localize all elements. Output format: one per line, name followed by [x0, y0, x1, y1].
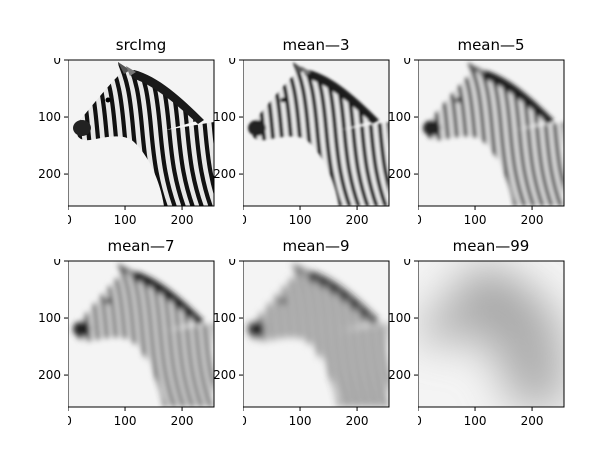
panel-mean-9: mean—9 0 100 200 0 100 200: [213, 237, 413, 443]
figure: srcImg 0 100 200 0 100 200 mean—3 0 100 200 0 1…: [38, 36, 588, 443]
y-tick-label: 100: [213, 110, 236, 124]
y-tick-label: 0: [228, 58, 236, 67]
axes-frame: [243, 59, 390, 207]
x-tick-label: 200: [521, 213, 544, 227]
x-tick-label: 100: [464, 213, 487, 227]
panel-title: mean—5: [457, 36, 525, 54]
x-tick-label: 200: [171, 213, 194, 227]
image-content: [68, 261, 214, 407]
panel-title: mean—99: [452, 237, 530, 255]
x-tick-label: 200: [171, 414, 194, 428]
axes-frame: [68, 59, 215, 207]
y-axis: 0 100 200: [213, 58, 243, 181]
panel-mean-5: mean—5 0 100 200 0 100 200: [388, 36, 588, 242]
y-tick-label: 200: [388, 368, 411, 382]
y-tick-label: 100: [388, 110, 411, 124]
x-tick-label: 100: [289, 213, 312, 227]
image-content: [68, 60, 214, 206]
y-tick-label: 200: [213, 167, 236, 181]
panel-title: mean—7: [107, 237, 175, 255]
image-axes: 0 100 200: [68, 260, 215, 428]
image-content: [243, 60, 389, 206]
y-tick-label: 200: [388, 167, 411, 181]
image-content: [243, 261, 389, 407]
panel-srcimg: srcImg 0 100 200 0 100 200: [38, 36, 238, 242]
image-content: [418, 60, 564, 206]
x-tick-label: 100: [289, 414, 312, 428]
panel-title: mean—9: [282, 237, 350, 255]
x-tick-label: 200: [346, 414, 369, 428]
x-tick-label: 0: [418, 213, 422, 227]
y-tick-label: 0: [403, 58, 411, 67]
axes-frame: [418, 59, 565, 207]
axes-frame: [68, 260, 215, 408]
y-tick-label: 100: [38, 311, 61, 325]
x-tick-label: 0: [418, 414, 422, 428]
y-tick-label: 0: [228, 259, 236, 268]
panel-mean-3: mean—3 0 100 200 0 100 200: [213, 36, 413, 242]
x-tick-label: 100: [114, 213, 137, 227]
y-tick-label: 200: [213, 368, 236, 382]
panel-title: srcImg: [115, 36, 167, 54]
y-tick-label: 200: [38, 167, 61, 181]
axes-frame: [243, 260, 390, 408]
x-tick-label: 0: [243, 213, 247, 227]
x-tick-label: 100: [464, 414, 487, 428]
y-tick-label: 0: [403, 259, 411, 268]
image-axes: 0 100 200: [418, 260, 565, 428]
x-tick-label: 200: [521, 414, 544, 428]
image-axes: 0 100 200: [68, 59, 215, 227]
axes-frame: [418, 260, 565, 408]
y-tick-label: 100: [38, 110, 61, 124]
x-tick-label: 100: [114, 414, 137, 428]
x-tick-label: 0: [68, 414, 72, 428]
y-axis: 0 100 200: [38, 58, 68, 181]
image-axes: 0 100 200: [243, 260, 390, 428]
image-content: [418, 261, 564, 407]
y-tick-label: 0: [53, 259, 61, 268]
y-axis: 0 100 200: [388, 58, 418, 181]
y-tick-label: 100: [388, 311, 411, 325]
x-tick-label: 0: [243, 414, 247, 428]
y-axis: 0 100 200: [388, 259, 418, 382]
panel-mean-99: mean—99 0 100 200 0 100 200: [388, 237, 588, 443]
y-axis: 0 100 200: [38, 259, 68, 382]
panel-mean-7: mean—7 0 100 200 0 100 200: [38, 237, 238, 443]
image-axes: 0 100 200: [418, 59, 565, 227]
y-tick-label: 100: [213, 311, 236, 325]
y-axis: 0 100 200: [213, 259, 243, 382]
y-tick-label: 200: [38, 368, 61, 382]
x-tick-label: 200: [346, 213, 369, 227]
panel-title: mean—3: [282, 36, 350, 54]
y-tick-label: 0: [53, 58, 61, 67]
x-tick-label: 0: [68, 213, 72, 227]
image-axes: 0 100 200: [243, 59, 390, 227]
